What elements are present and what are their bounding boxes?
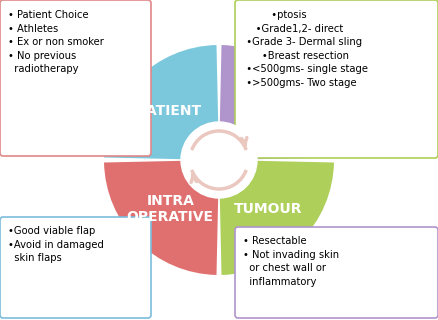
FancyBboxPatch shape: [0, 217, 151, 318]
FancyBboxPatch shape: [0, 0, 151, 156]
Text: INTRA
OPERATIVE: INTRA OPERATIVE: [127, 194, 213, 224]
Text: • Resectable
• Not invading skin
  or chest wall or
  inflammatory: • Resectable • Not invading skin or ches…: [243, 236, 338, 287]
Wedge shape: [219, 45, 333, 160]
FancyBboxPatch shape: [234, 227, 437, 318]
Text: PATIENT: PATIENT: [138, 104, 202, 118]
Wedge shape: [104, 45, 219, 160]
Wedge shape: [104, 160, 219, 275]
Text: •Good viable flap
•Avoid in damaged
  skin flaps: •Good viable flap •Avoid in damaged skin…: [8, 226, 104, 263]
Circle shape: [180, 122, 256, 198]
FancyBboxPatch shape: [234, 0, 437, 158]
Text: •ptosis
     •Grade1,2- direct
  •Grade 3- Dermal sling
       •Breast resection: •ptosis •Grade1,2- direct •Grade 3- Derm…: [240, 10, 367, 88]
Text: TUMOUR: TUMOUR: [233, 202, 301, 216]
Text: • Patient Choice
• Athletes
• Ex or non smoker
• No previous
  radiotherapy: • Patient Choice • Athletes • Ex or non …: [8, 10, 104, 74]
Text: BREAST: BREAST: [237, 104, 298, 118]
Wedge shape: [219, 160, 333, 275]
